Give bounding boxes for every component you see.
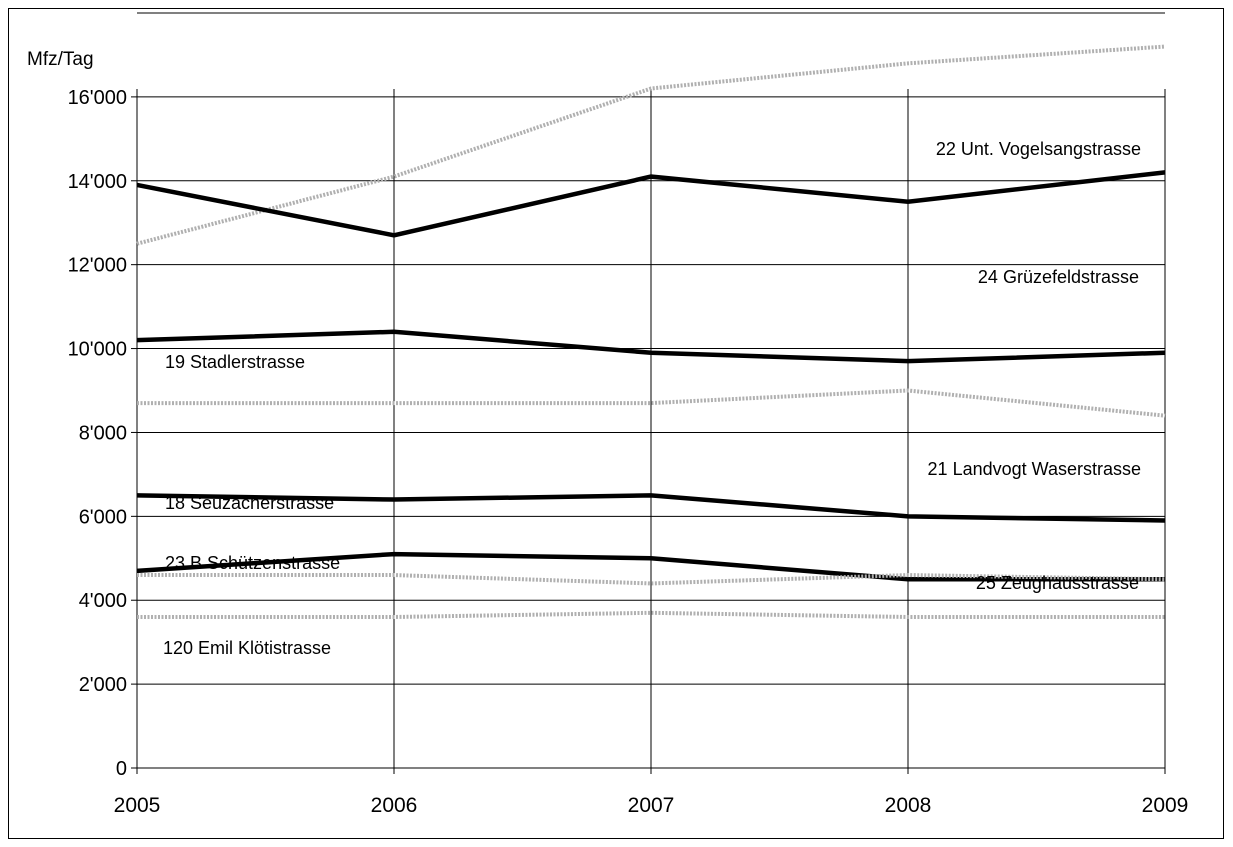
y-tick-label: 10'000 <box>68 339 127 361</box>
x-tick-label: 2008 <box>885 794 932 817</box>
series-label: 120 Emil Klötistrasse <box>163 638 331 658</box>
y-tick-label: 12'000 <box>68 255 127 277</box>
series-line <box>136 329 1166 364</box>
x-tick-label: 2009 <box>1142 794 1189 817</box>
series-label: 23 B Schützenstrasse <box>165 553 340 573</box>
series-line <box>136 493 1166 523</box>
grid <box>136 12 1166 769</box>
series-label: 19 Stadlerstrasse <box>165 352 305 372</box>
y-tick-label: 16'000 <box>68 87 127 109</box>
chart-frame: 0 2'000 4'000 6'000 8'000 10'000 12'000 14'000 1… <box>8 8 1224 839</box>
y-tick-label: 2'000 <box>79 674 127 696</box>
y-axis-label: Mfz/Tag <box>27 49 94 70</box>
x-tick-label: 2005 <box>114 794 161 817</box>
series-line <box>136 44 1166 246</box>
x-tick-label: 2006 <box>371 794 418 817</box>
y-tick-label: 0 <box>116 758 127 780</box>
series-labels: 22 Unt. Vogelsangstrasse 24 Grüzefeldstra… <box>163 139 1141 658</box>
y-tick-label: 14'000 <box>68 171 127 193</box>
y-axis-ticks: 0 2'000 4'000 6'000 8'000 10'000 12'000 14'000 1… <box>68 87 137 780</box>
series-line <box>136 551 1165 582</box>
series-lines <box>136 44 1166 619</box>
series-line <box>136 170 1166 238</box>
x-axis-ticks: 2005 2006 2007 2008 2009 <box>114 768 1189 817</box>
series-label: 21 Landvogt Waserstrasse <box>928 459 1141 479</box>
x-tick-label: 2007 <box>628 794 675 817</box>
y-tick-label: 8'000 <box>79 422 127 444</box>
series-label: 25 Zeughausstrasse <box>976 573 1139 593</box>
series-label: 22 Unt. Vogelsangstrasse <box>936 139 1141 159</box>
series-label: 18 Seuzacherstrasse <box>165 493 334 513</box>
line-chart: 0 2'000 4'000 6'000 8'000 10'000 12'000 14'000 1… <box>27 12 1189 817</box>
y-tick-label: 4'000 <box>79 590 127 612</box>
series-label: 24 Grüzefeldstrasse <box>978 267 1139 287</box>
y-tick-label: 6'000 <box>79 506 127 528</box>
